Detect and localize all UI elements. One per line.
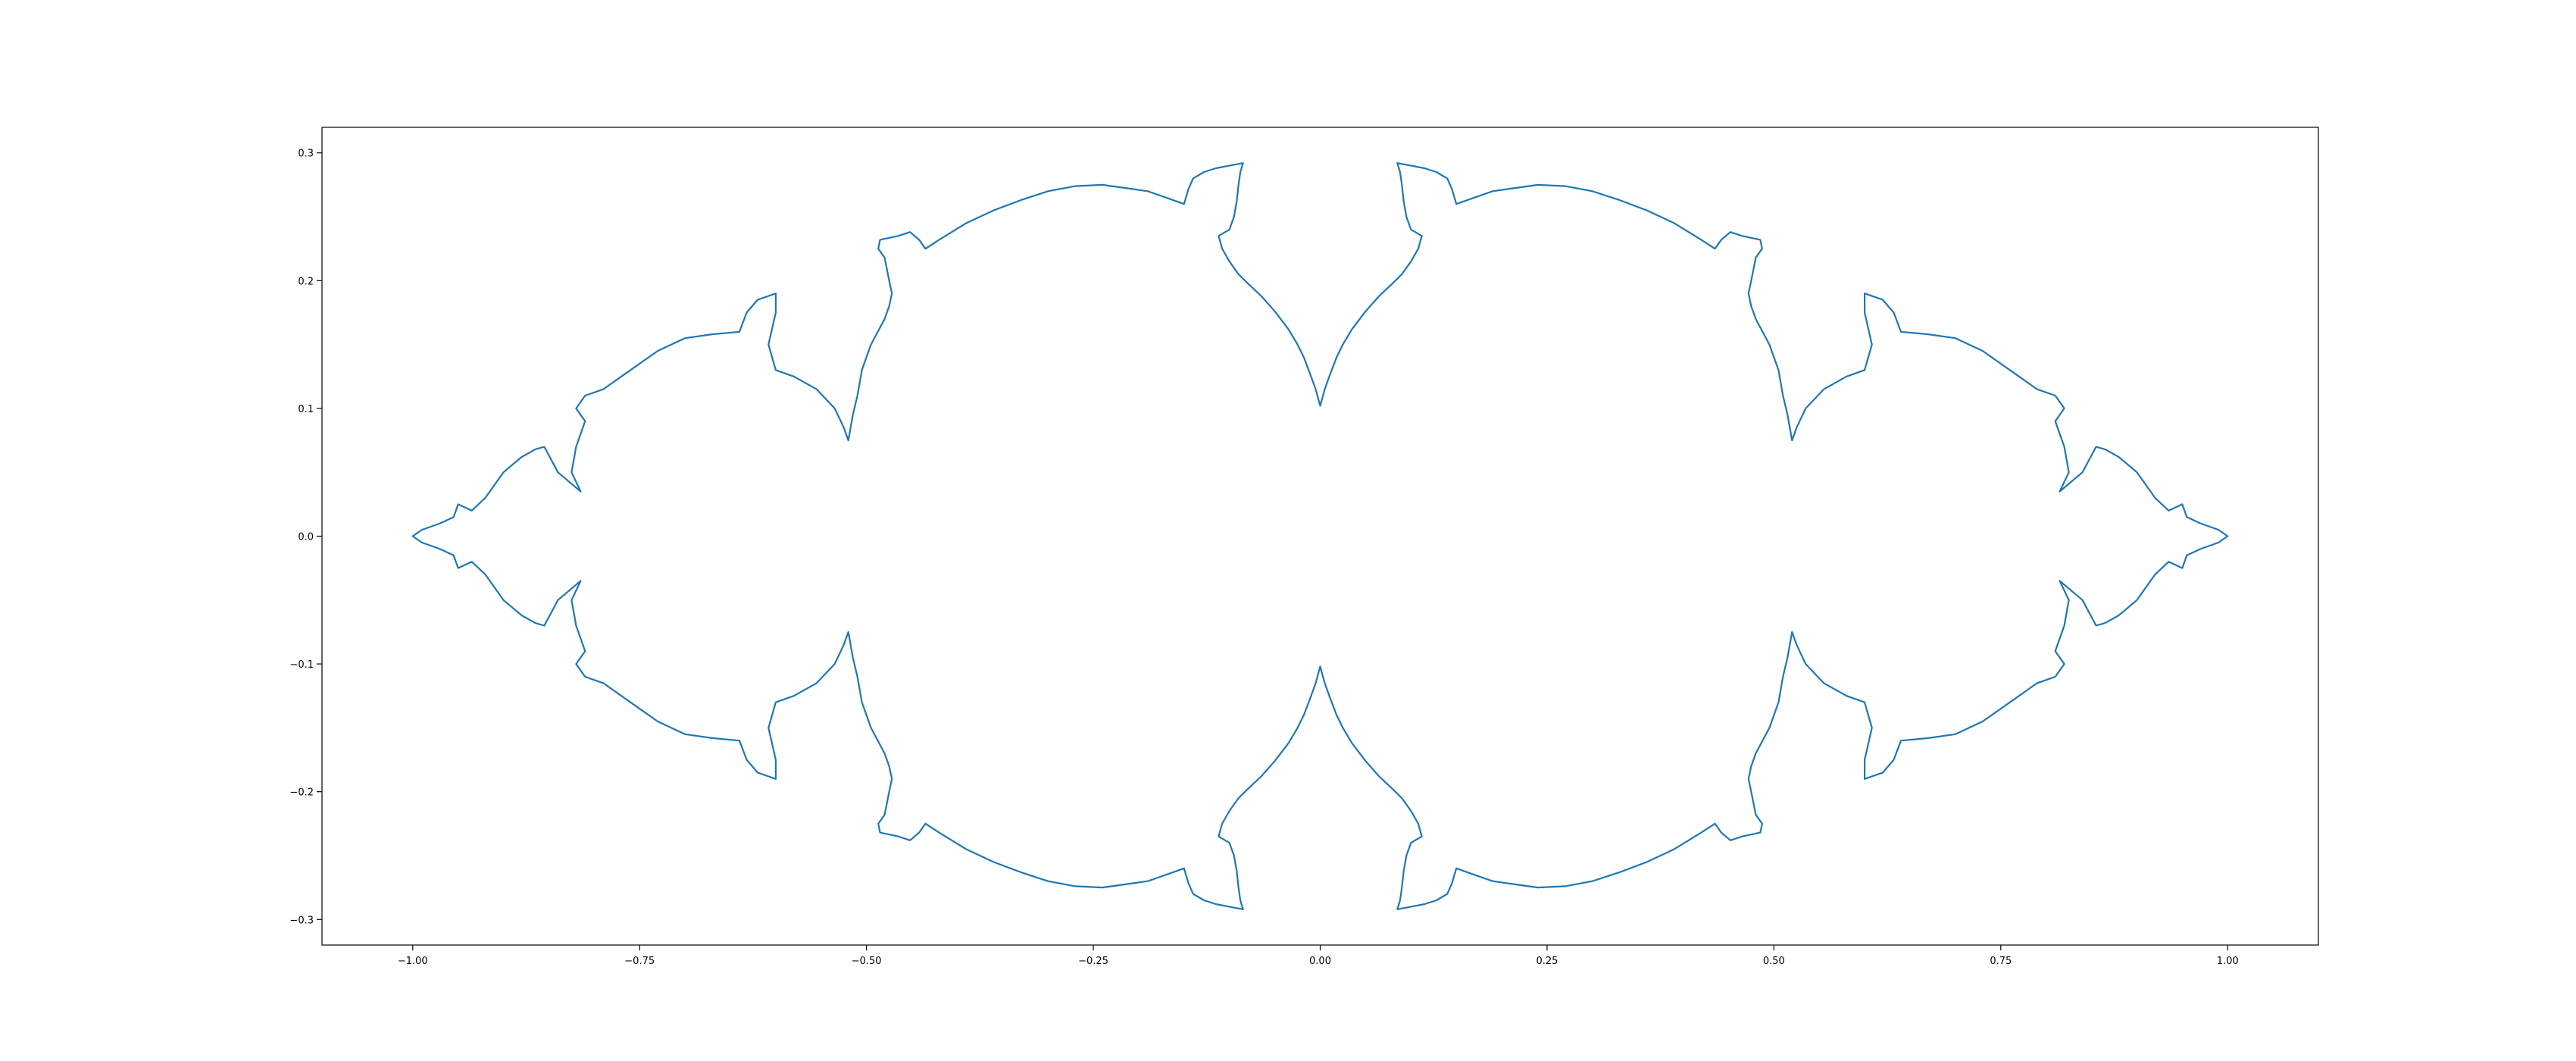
series-line xyxy=(411,162,2229,910)
y-tick-label: 0.0 xyxy=(298,532,314,543)
x-tick-label: 0.75 xyxy=(1990,956,2012,967)
x-tick-label: 0.50 xyxy=(1763,956,1785,967)
plot-area xyxy=(322,127,2318,945)
x-tick-label: −0.25 xyxy=(1078,956,1108,967)
y-tick-label: −0.3 xyxy=(289,915,314,926)
x-tick-label: −0.50 xyxy=(852,956,882,967)
y-tick-label: 0.1 xyxy=(298,404,314,415)
y-tick-label: 0.2 xyxy=(298,276,314,287)
x-tick-label: 0.25 xyxy=(1536,956,1558,967)
x-tick-label: 0.00 xyxy=(1309,956,1331,967)
x-tick-label: −1.00 xyxy=(398,956,428,967)
series-layer xyxy=(411,162,2229,910)
x-tick-label: −0.75 xyxy=(624,956,655,967)
x-axis: −1.00 −0.75 −0.50 −0.25 0.00 0.25 0.50 0.75 1.00 xyxy=(398,945,2239,967)
x-tick-label: 1.00 xyxy=(2217,956,2239,967)
y-tick-label: −0.2 xyxy=(289,787,314,799)
y-tick-label: −0.1 xyxy=(289,659,314,671)
y-tick-label: 0.3 xyxy=(298,149,314,160)
y-axis: −0.3 −0.2 −0.1 0.0 0.1 0.2 0.3 xyxy=(289,149,322,926)
